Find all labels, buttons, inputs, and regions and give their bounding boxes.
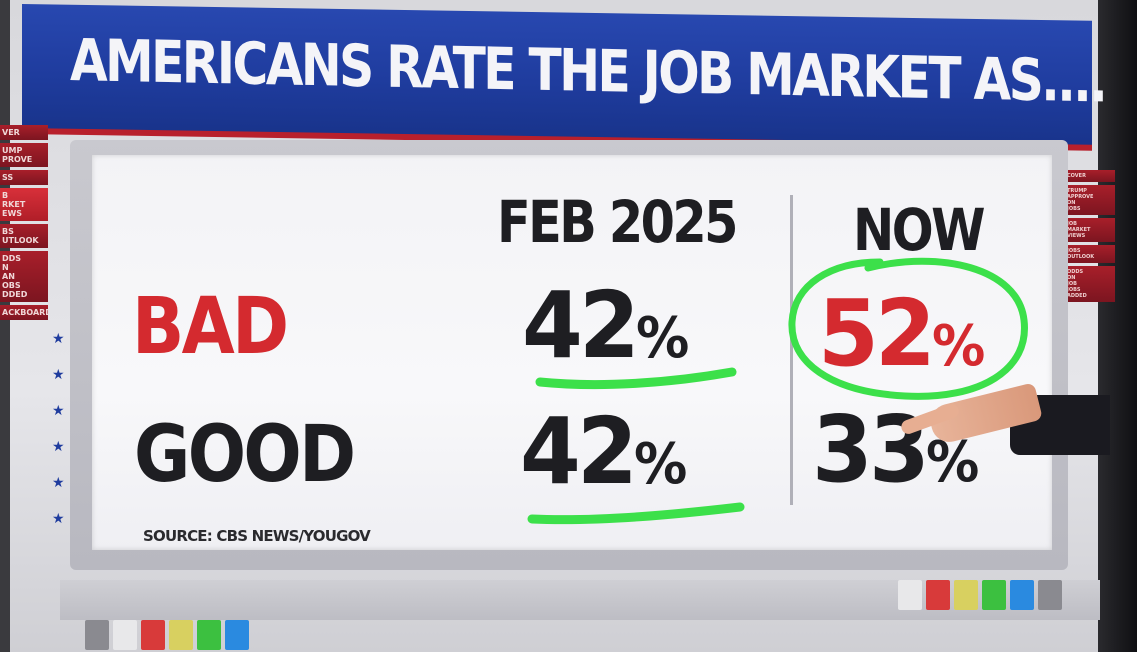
star-icon: ★ <box>52 330 65 346</box>
results-panel <box>92 155 1052 550</box>
left-nav-tab-active[interactable]: B RKET EWS <box>0 188 48 221</box>
color-swatch[interactable] <box>85 620 109 650</box>
right-nav-tab[interactable]: JOB MARKET VIEWS <box>1063 218 1115 242</box>
star-icon: ★ <box>52 474 65 490</box>
color-swatch[interactable] <box>197 620 221 650</box>
right-nav-tab[interactable]: TRUMP APPROVE ON JOBS <box>1063 185 1115 215</box>
left-nav-tab[interactable]: DDS N AN OBS DDED <box>0 251 48 302</box>
color-swatch[interactable] <box>954 580 978 610</box>
star-icon: ★ <box>52 366 65 382</box>
value-bad-now: 52% <box>818 280 985 387</box>
value-good-feb-2025: 42% <box>520 398 687 505</box>
value-number: 42 <box>520 398 638 505</box>
percent-sign: % <box>636 306 689 371</box>
color-swatch[interactable] <box>982 580 1006 610</box>
screen-bezel <box>1098 0 1137 652</box>
star-icon: ★ <box>52 510 65 526</box>
star-icon: ★ <box>52 402 65 418</box>
circle-annotation <box>788 257 1028 400</box>
value-bad-feb-2025: 42% <box>522 272 689 379</box>
right-nav: COVER TRUMP APPROVE ON JOBS JOB MARKET V… <box>1063 170 1115 305</box>
left-nav-tab[interactable]: SS <box>0 170 48 185</box>
left-nav: VER UMP PROVE SS B RKET EWS BS UTLOOK DD… <box>0 125 48 323</box>
underline-annotation <box>527 502 745 525</box>
color-swatch[interactable] <box>113 620 137 650</box>
percent-sign: % <box>634 432 687 497</box>
value-number: 33 <box>812 396 930 503</box>
color-swatch[interactable] <box>169 620 193 650</box>
percent-sign: % <box>932 314 985 379</box>
color-swatch[interactable] <box>926 580 950 610</box>
row-label-good: GOOD <box>134 410 356 500</box>
left-nav-tab[interactable]: UMP PROVE <box>0 143 48 167</box>
value-number: 42 <box>522 272 640 379</box>
color-swatch[interactable] <box>141 620 165 650</box>
value-number: 52 <box>818 280 936 387</box>
star-column: ★ ★ ★ ★ ★ ★ <box>52 330 72 546</box>
left-nav-tab[interactable]: ACKBOARD <box>0 305 48 320</box>
source-credit: SOURCE: CBS NEWS/YOUGOV <box>143 527 371 545</box>
right-nav-tab[interactable]: ODDS ON JOB JOBS ADDED <box>1063 266 1115 302</box>
right-nav-tab[interactable]: JOBS OUTLOOK <box>1063 245 1115 263</box>
left-nav-tab[interactable]: VER <box>0 125 48 140</box>
color-swatch[interactable] <box>1010 580 1034 610</box>
color-palette-right <box>898 580 1062 610</box>
value-good-now: 33% <box>812 396 979 503</box>
column-divider <box>790 195 793 505</box>
underline-annotation <box>535 367 737 390</box>
star-icon: ★ <box>52 438 65 454</box>
row-label-bad: BAD <box>132 282 289 372</box>
color-swatch[interactable] <box>1038 580 1062 610</box>
column-header-now: NOW <box>853 196 985 264</box>
left-nav-tab[interactable]: BS UTLOOK <box>0 224 48 248</box>
right-nav-tab[interactable]: COVER <box>1063 170 1115 182</box>
column-header-feb-2025: FEB 2025 <box>497 188 738 256</box>
color-swatch[interactable] <box>225 620 249 650</box>
color-swatch[interactable] <box>898 580 922 610</box>
color-palette-left <box>85 620 249 650</box>
